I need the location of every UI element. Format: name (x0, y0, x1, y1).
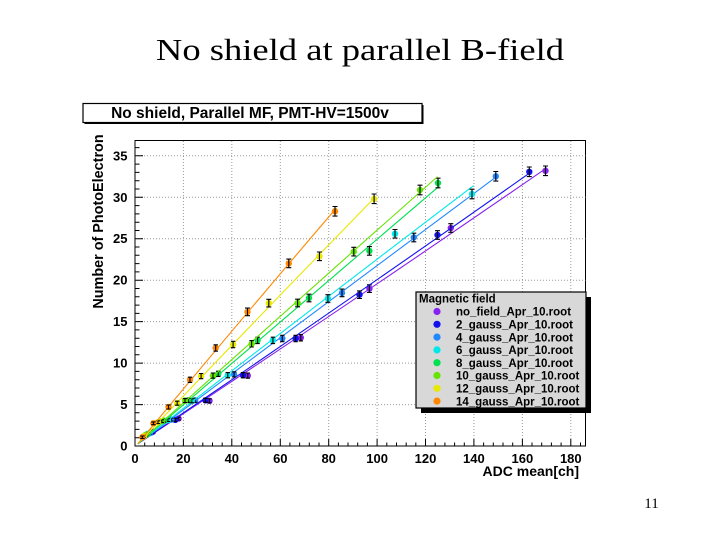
svg-text:no_field_Apr_10.root: no_field_Apr_10.root (456, 307, 571, 319)
svg-text:20: 20 (113, 273, 127, 288)
svg-text:160: 160 (512, 451, 534, 466)
svg-text:60: 60 (273, 451, 287, 466)
svg-text:35: 35 (113, 148, 127, 163)
svg-text:Magnetic field: Magnetic field (419, 294, 496, 306)
svg-text:100: 100 (366, 451, 388, 466)
svg-text:5: 5 (120, 397, 127, 412)
svg-text:6_gauss_Apr_10.root: 6_gauss_Apr_10.root (456, 345, 573, 357)
svg-text:10: 10 (113, 356, 127, 371)
svg-text:14_gauss_Apr_10.root: 14_gauss_Apr_10.root (456, 396, 580, 408)
svg-text:80: 80 (321, 451, 335, 466)
svg-text:2_gauss_Apr_10.root: 2_gauss_Apr_10.root (456, 320, 573, 332)
svg-text:40: 40 (225, 451, 239, 466)
svg-text:30: 30 (113, 190, 127, 205)
svg-text:180: 180 (560, 451, 582, 466)
svg-text:15: 15 (113, 314, 127, 329)
svg-text:Number of PhotoElectron: Number of PhotoElectron (91, 134, 107, 308)
svg-text:No shield at parallel B-field: No shield at parallel B-field (156, 33, 564, 67)
svg-text:11: 11 (644, 496, 658, 512)
svg-text:10_gauss_Apr_10.root: 10_gauss_Apr_10.root (456, 371, 580, 383)
svg-text:8_gauss_Apr_10.root: 8_gauss_Apr_10.root (456, 358, 573, 370)
svg-text:4_gauss_Apr_10.root: 4_gauss_Apr_10.root (456, 332, 573, 344)
svg-text:0: 0 (131, 451, 138, 466)
svg-text:12_gauss_Apr_10.root: 12_gauss_Apr_10.root (456, 384, 580, 396)
svg-text:140: 140 (463, 451, 485, 466)
svg-text:25: 25 (113, 231, 127, 246)
svg-text:120: 120 (415, 451, 437, 466)
svg-text:No shield, Parallel MF, PMT-HV: No shield, Parallel MF, PMT-HV=1500v (111, 105, 389, 122)
svg-text:ADC mean[ch]: ADC mean[ch] (483, 463, 579, 479)
svg-text:20: 20 (176, 451, 190, 466)
svg-text:0: 0 (120, 439, 127, 454)
